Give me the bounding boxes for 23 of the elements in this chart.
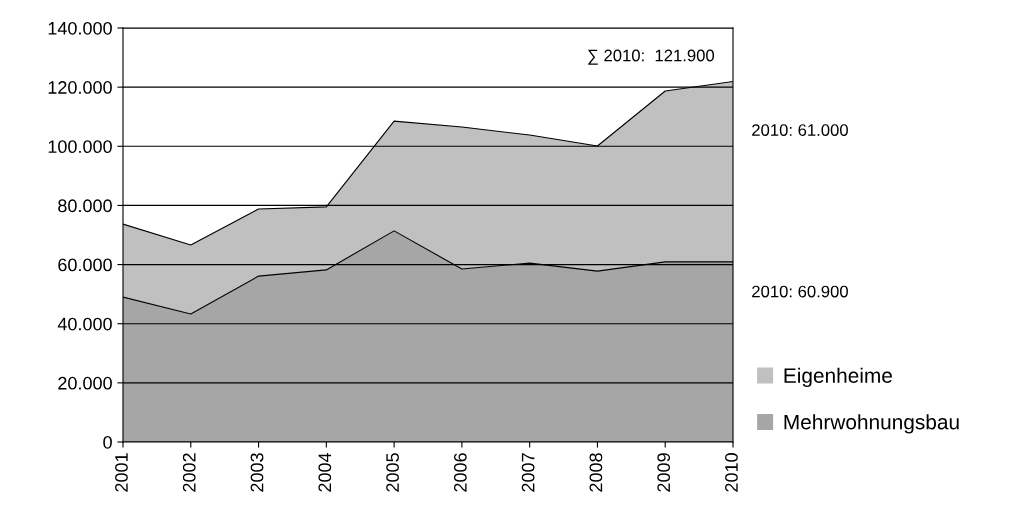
- x-tick-label: 2007: [521, 453, 535, 492]
- x-tick-label: 2010: [725, 453, 738, 492]
- y-tick-label: 100.000: [48, 140, 112, 154]
- x-tick-label: 2009: [657, 453, 671, 492]
- x-tick-label: 2008: [589, 453, 603, 492]
- text: 2010: 60.900: [752, 285, 848, 298]
- y-tick-label: 120.000: [48, 81, 112, 94]
- legend-label: Mehrwohnungsbau: [784, 414, 959, 434]
- y-tick-label: 60.000: [58, 258, 112, 272]
- x-tick-label: 2003: [250, 453, 264, 492]
- text: 2010: 61.000: [752, 124, 848, 136]
- annotation: ∑ 2010: 121.900: [588, 49, 715, 65]
- y-tick-label: 80.000: [58, 199, 112, 213]
- y-tick-label: 140.000: [48, 21, 112, 35]
- y-tick-label: 20.000: [58, 376, 112, 390]
- legend-label: Eigenheime: [784, 367, 892, 388]
- x-tick-label: 2002: [182, 453, 196, 492]
- x-tick-label: 2004: [318, 452, 332, 492]
- x-tick-label: 2006: [453, 453, 467, 492]
- x-tick-label: 2001: [115, 453, 128, 492]
- y-tick-label: 0: [103, 435, 112, 449]
- y-tick-label: 40.000: [57, 317, 112, 331]
- x-tick-label: 2005: [386, 453, 399, 492]
